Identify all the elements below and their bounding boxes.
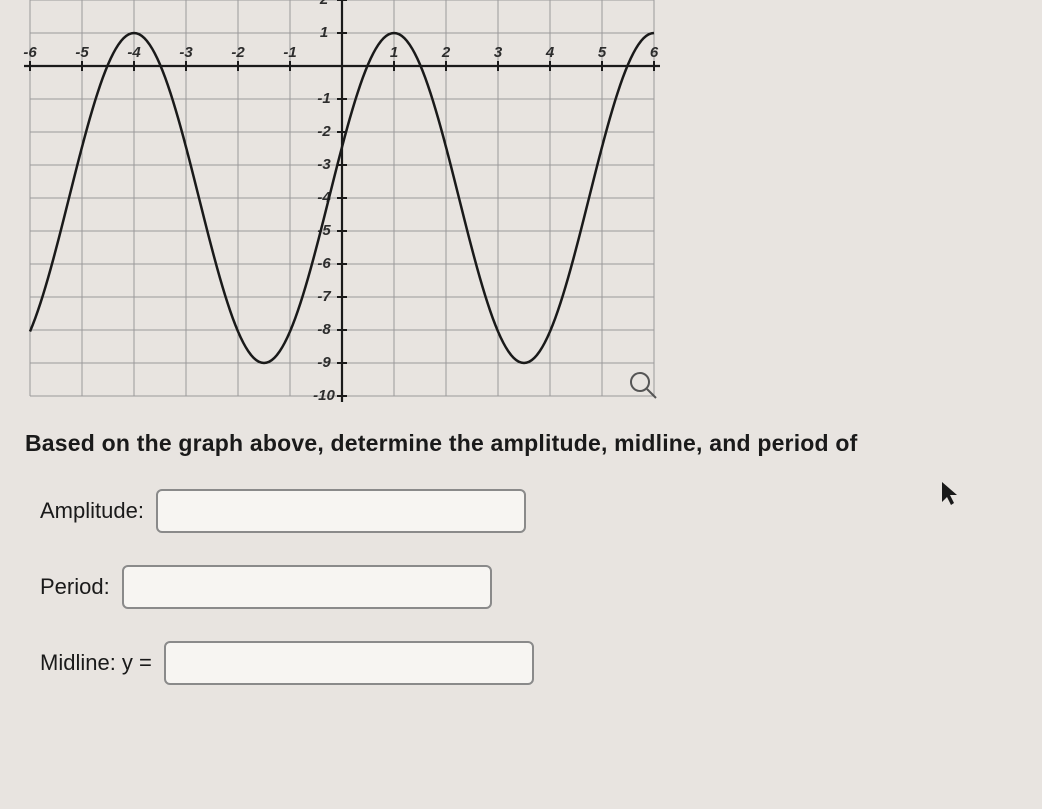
chart-svg: -6-5-4-3-2-112345621-1-2-3-4-5-6-7-8-9-1…: [10, 0, 690, 410]
amplitude-input[interactable]: [156, 489, 526, 533]
svg-text:-1: -1: [283, 44, 296, 61]
midline-row: Midline: y =: [40, 641, 1042, 685]
period-label: Period:: [40, 574, 110, 600]
midline-input[interactable]: [164, 641, 534, 685]
svg-text:-10: -10: [313, 387, 335, 404]
svg-text:-2: -2: [231, 44, 245, 61]
svg-text:-8: -8: [317, 321, 331, 338]
svg-text:-5: -5: [75, 44, 89, 61]
svg-text:1: 1: [390, 44, 398, 61]
svg-text:-3: -3: [317, 156, 331, 173]
svg-text:-1: -1: [317, 90, 330, 107]
svg-text:1: 1: [320, 24, 328, 41]
svg-text:5: 5: [598, 44, 607, 61]
amplitude-row: Amplitude:: [40, 489, 1042, 533]
svg-text:-9: -9: [317, 354, 331, 371]
svg-text:-6: -6: [317, 255, 331, 272]
svg-text:-6: -6: [23, 44, 37, 61]
svg-text:3: 3: [494, 44, 503, 61]
question-prompt: Based on the graph above, determine the …: [25, 430, 1042, 457]
amplitude-label: Amplitude:: [40, 498, 144, 524]
svg-text:-4: -4: [127, 44, 141, 61]
cursor-icon: [940, 480, 960, 506]
midline-label: Midline: y =: [40, 650, 152, 676]
period-row: Period:: [40, 565, 1042, 609]
svg-text:2: 2: [441, 44, 451, 61]
svg-text:-2: -2: [317, 123, 331, 140]
svg-text:6: 6: [650, 44, 659, 61]
svg-text:-3: -3: [179, 44, 193, 61]
svg-text:4: 4: [545, 44, 555, 61]
svg-text:-7: -7: [317, 288, 331, 305]
period-input[interactable]: [122, 565, 492, 609]
svg-text:2: 2: [319, 0, 329, 8]
sinusoid-chart: -6-5-4-3-2-112345621-1-2-3-4-5-6-7-8-9-1…: [10, 0, 1042, 410]
